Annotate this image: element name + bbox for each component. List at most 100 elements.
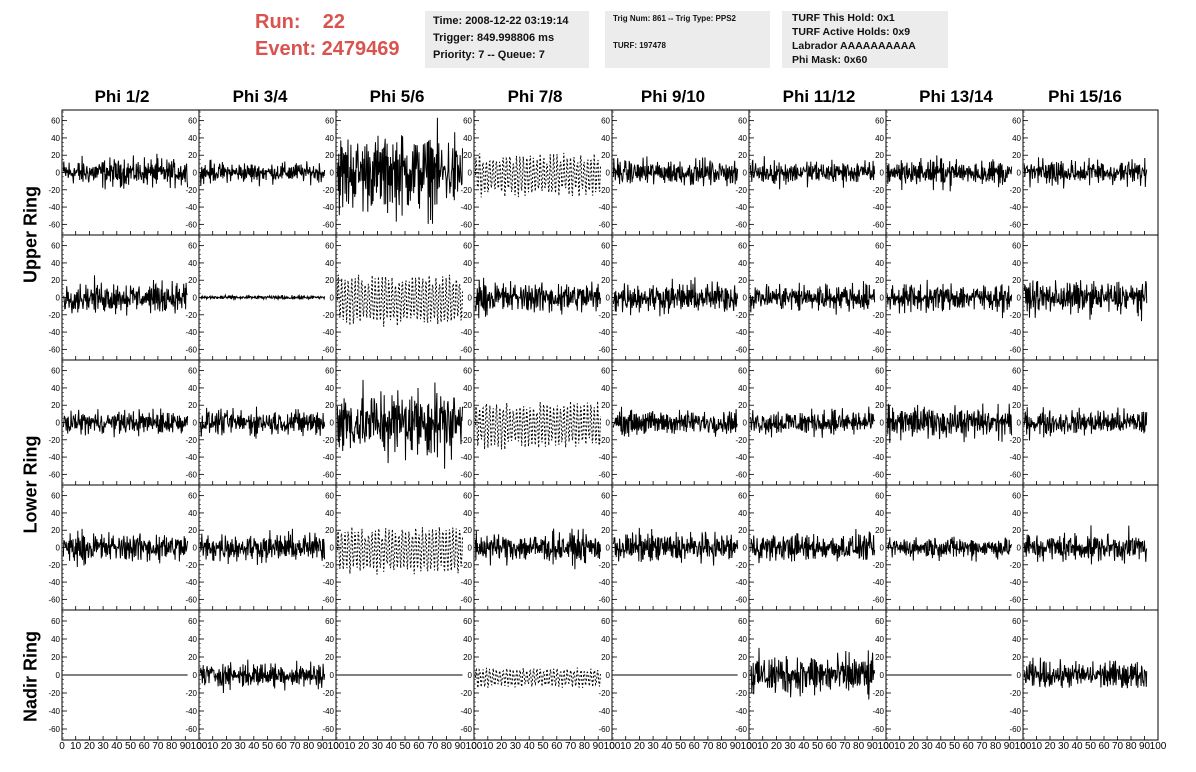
y-tick-label: 0 (468, 544, 473, 553)
waveform-trace (199, 159, 326, 187)
y-tick-label: 40 (188, 509, 197, 518)
y-tick-label: 0 (193, 671, 198, 680)
y-tick-label: 60 (463, 492, 472, 501)
x-tick-label: 80 (303, 741, 315, 752)
y-tick-label: 0 (606, 419, 611, 428)
y-tick-label: -60 (460, 470, 472, 479)
y-tick-label: -20 (598, 689, 610, 698)
y-tick-label: -40 (460, 203, 472, 212)
y-tick-label: -40 (598, 328, 610, 337)
y-tick-label: 0 (743, 544, 748, 553)
y-tick-label: -20 (735, 561, 747, 570)
waveform-trace (474, 401, 601, 450)
x-tick-label: 90 (593, 741, 605, 752)
y-tick-label: 20 (1012, 401, 1021, 410)
y-tick-label: 20 (325, 276, 334, 285)
y-tick-label: -60 (322, 595, 334, 604)
y-tick-label: -20 (322, 311, 334, 320)
y-tick-label: -60 (1009, 470, 1021, 479)
x-tick-label: 30 (922, 741, 934, 752)
y-tick-label: -20 (735, 311, 747, 320)
y-tick-label: 60 (875, 367, 884, 376)
y-tick-label: 40 (188, 635, 197, 644)
y-tick-label: 40 (1012, 134, 1021, 143)
x-tick-label: 20 (908, 741, 920, 752)
y-tick-label: -40 (735, 203, 747, 212)
y-tick-label: 20 (601, 653, 610, 662)
y-tick-label: -20 (872, 436, 884, 445)
y-tick-label: -40 (185, 707, 197, 716)
y-tick-label: 0 (606, 544, 611, 553)
y-tick-label: 40 (51, 384, 60, 393)
time-line: Time: 2008-12-22 03:19:14 (433, 15, 569, 27)
y-tick-label: 60 (325, 492, 334, 501)
y-tick-label: -20 (322, 561, 334, 570)
y-tick-label: 20 (463, 401, 472, 410)
y-tick-label: 20 (875, 276, 884, 285)
y-tick-label: -20 (48, 689, 60, 698)
y-tick-label: -40 (460, 578, 472, 587)
waveform-trace (336, 117, 463, 224)
y-tick-label: 20 (51, 151, 60, 160)
y-tick-label: 20 (738, 276, 747, 285)
y-tick-label: 40 (325, 635, 334, 644)
y-tick-label: 40 (601, 509, 610, 518)
waveform-trace (612, 277, 739, 317)
column-header-phi-5-6: Phi 5/6 (369, 87, 425, 106)
x-tick-label: 90 (455, 741, 467, 752)
y-tick-label: -60 (322, 220, 334, 229)
waveform-trace (886, 155, 1013, 192)
y-tick-label: -20 (598, 186, 610, 195)
y-tick-label: -40 (735, 453, 747, 462)
y-tick-label: -40 (1009, 453, 1021, 462)
x-tick-label: 10 (1031, 741, 1043, 752)
x-tick-label: 20 (1044, 741, 1056, 752)
waveform-trace (200, 293, 326, 302)
y-tick-label: 60 (188, 242, 197, 251)
waveform-trace (199, 406, 326, 439)
x-tick-label: 30 (235, 741, 247, 752)
y-tick-label: 20 (51, 653, 60, 662)
x-tick-label: 80 (579, 741, 591, 752)
y-tick-label: 60 (51, 242, 60, 251)
y-tick-label: 60 (1012, 492, 1021, 501)
y-tick-label: -40 (1009, 328, 1021, 337)
y-tick-label: 0 (468, 294, 473, 303)
y-tick-label: 20 (188, 151, 197, 160)
panel-frame (473, 609, 613, 741)
y-tick-label: 20 (738, 151, 747, 160)
y-tick-label: 40 (738, 384, 747, 393)
y-tick-label: 0 (330, 169, 335, 178)
x-tick-label: 50 (1085, 741, 1097, 752)
x-tick-label: 100 (466, 741, 483, 752)
y-tick-label: -20 (460, 561, 472, 570)
y-tick-label: -40 (322, 203, 334, 212)
x-tick-label: 50 (537, 741, 549, 752)
x-tick-label: 80 (716, 741, 728, 752)
y-tick-label: 0 (743, 169, 748, 178)
y-tick-label: -20 (1009, 689, 1021, 698)
y-tick-label: 60 (463, 367, 472, 376)
y-tick-label: 0 (56, 169, 61, 178)
y-tick-label: 20 (188, 276, 197, 285)
y-tick-label: -60 (322, 470, 334, 479)
y-tick-label: -40 (185, 453, 197, 462)
y-tick-label: 0 (56, 419, 61, 428)
y-tick-label: 60 (601, 492, 610, 501)
trig-num-line: Trig Num: 861 -- Trig Type: PPS2 (613, 14, 736, 23)
y-tick-label: 40 (51, 509, 60, 518)
y-tick-label: -60 (185, 595, 197, 604)
waveform-trace (62, 528, 189, 568)
y-tick-label: -60 (1009, 345, 1021, 354)
y-tick-label: -40 (1009, 578, 1021, 587)
y-tick-label: 40 (875, 509, 884, 518)
y-tick-label: -40 (872, 707, 884, 716)
y-tick-label: 0 (330, 294, 335, 303)
x-tick-label: 20 (496, 741, 508, 752)
y-tick-label: -60 (735, 595, 747, 604)
y-tick-label: 40 (875, 134, 884, 143)
y-tick-label: -40 (598, 453, 610, 462)
waveform-trace (1023, 407, 1148, 441)
waveform-trace (1023, 280, 1148, 322)
x-tick-label: 0 (59, 741, 65, 752)
